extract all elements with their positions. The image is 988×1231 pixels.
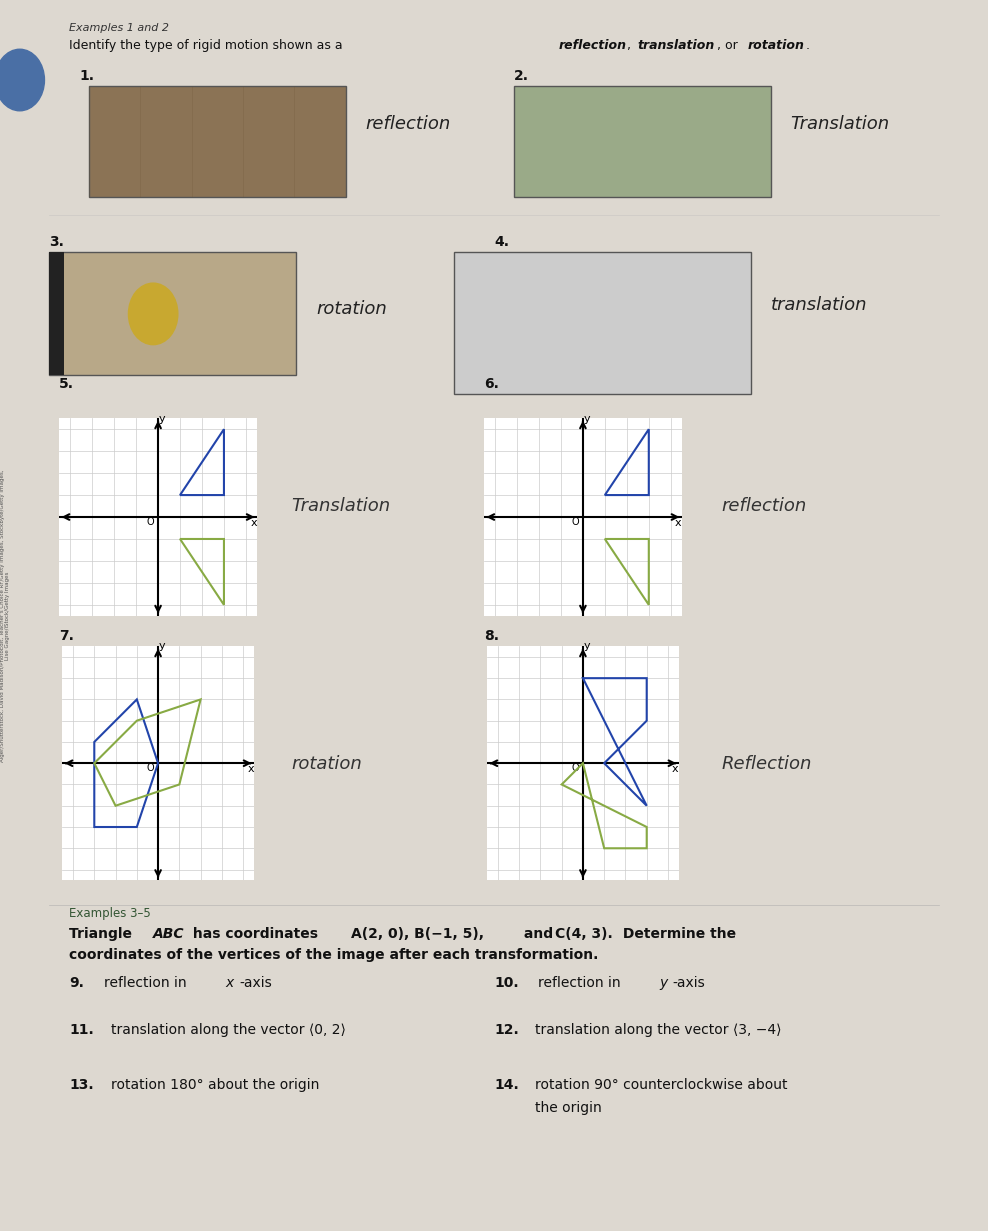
Text: rotation: rotation <box>748 39 805 52</box>
Text: 2.: 2. <box>514 69 529 82</box>
Text: translation: translation <box>771 297 867 314</box>
Text: .: . <box>805 39 809 52</box>
Text: ,: , <box>627 39 635 52</box>
Text: reflection: reflection <box>366 116 451 133</box>
Text: -axis: -axis <box>673 976 705 990</box>
Text: 3.: 3. <box>49 235 64 249</box>
Bar <box>49 252 64 375</box>
Text: -axis: -axis <box>239 976 272 990</box>
Text: y: y <box>584 641 591 651</box>
Text: 7.: 7. <box>59 629 74 643</box>
Text: C(4, 3).: C(4, 3). <box>555 927 613 940</box>
Text: translation along the vector ⟨0, 2⟩: translation along the vector ⟨0, 2⟩ <box>111 1023 346 1037</box>
Text: Examples 3–5: Examples 3–5 <box>69 907 151 920</box>
Circle shape <box>128 283 178 345</box>
Text: y: y <box>659 976 667 990</box>
Text: Identify the type of rigid motion shown as a: Identify the type of rigid motion shown … <box>69 39 347 52</box>
Text: 9.: 9. <box>69 976 84 990</box>
Text: Examples 1 and 2: Examples 1 and 2 <box>69 23 169 33</box>
Text: reflection: reflection <box>721 497 806 515</box>
Text: O: O <box>572 763 579 773</box>
Text: Translation: Translation <box>790 116 889 133</box>
Text: x: x <box>225 976 233 990</box>
Text: Determine the: Determine the <box>618 927 736 940</box>
Text: 8.: 8. <box>484 629 499 643</box>
Circle shape <box>0 49 44 111</box>
Text: 12.: 12. <box>494 1023 519 1037</box>
Text: 13.: 13. <box>69 1078 94 1092</box>
Text: y: y <box>159 641 166 651</box>
Text: 1.: 1. <box>79 69 94 82</box>
Text: Translation: Translation <box>291 497 390 515</box>
Text: O: O <box>147 763 154 773</box>
Text: rotation 90° counterclockwise about: rotation 90° counterclockwise about <box>535 1078 788 1092</box>
Text: y: y <box>584 414 591 423</box>
Text: Triangle: Triangle <box>69 927 137 940</box>
Text: rotation 180° about the origin: rotation 180° about the origin <box>111 1078 319 1092</box>
Text: x: x <box>247 763 254 774</box>
Text: Alger/Shutterstock, David Madison/PhotoEdit, Teacher's Choice RF/Getty Images, S: Alger/Shutterstock, David Madison/PhotoE… <box>0 469 10 762</box>
Text: and: and <box>519 927 557 940</box>
Text: A(2, 0), B(−1, 5),: A(2, 0), B(−1, 5), <box>351 927 484 940</box>
Text: reflection in: reflection in <box>538 976 625 990</box>
Text: 5.: 5. <box>59 377 74 390</box>
Bar <box>49 252 296 375</box>
Text: translation along the vector ⟨3, −4⟩: translation along the vector ⟨3, −4⟩ <box>535 1023 782 1037</box>
Text: x: x <box>672 763 679 774</box>
Text: ABC: ABC <box>153 927 185 940</box>
Text: , or: , or <box>717 39 742 52</box>
Text: Reflection: Reflection <box>721 756 811 773</box>
Text: 14.: 14. <box>494 1078 519 1092</box>
Text: coordinates of the vertices of the image after each transformation.: coordinates of the vertices of the image… <box>69 948 599 961</box>
Text: the origin: the origin <box>535 1101 603 1114</box>
Text: translation: translation <box>637 39 714 52</box>
Text: O: O <box>146 517 154 527</box>
Text: rotation: rotation <box>291 756 363 773</box>
Text: has coordinates: has coordinates <box>188 927 323 940</box>
Bar <box>514 86 771 197</box>
Bar <box>89 86 346 197</box>
Bar <box>454 252 751 394</box>
Text: O: O <box>571 517 579 527</box>
Text: reflection in: reflection in <box>104 976 191 990</box>
Text: 6.: 6. <box>484 377 499 390</box>
Text: 10.: 10. <box>494 976 519 990</box>
Text: 4.: 4. <box>494 235 509 249</box>
Text: y: y <box>159 414 166 423</box>
Text: x: x <box>675 518 682 528</box>
Text: reflection: reflection <box>558 39 626 52</box>
Text: rotation: rotation <box>316 300 387 318</box>
Text: x: x <box>250 518 257 528</box>
Text: 11.: 11. <box>69 1023 94 1037</box>
